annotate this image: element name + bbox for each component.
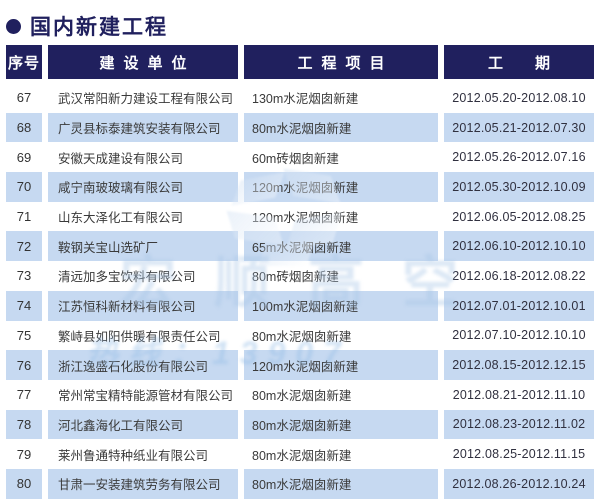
table-row: 71 山东大泽化工有限公司 120m水泥烟囱新建 2012.06.05-2012.08…: [6, 201, 594, 232]
cell-project: 120m水泥烟囱新建: [244, 172, 438, 202]
cell-unit: 莱州鲁通特种纸业有限公司: [48, 439, 238, 469]
table-row: 70 咸宁南玻玻璃有限公司 120m水泥烟囱新建 2012.05.30-2012.10…: [6, 172, 594, 202]
page-header: 国内新建工程: [0, 0, 600, 43]
header-project: 工程项目: [244, 45, 438, 83]
cell-unit: 鞍钢关宝山选矿厂: [48, 231, 238, 262]
projects-table: 序号 建设单位 工程项目 工期 67 武汉常阳新力建设工程有限公司 130m水泥烟囱…: [0, 45, 600, 500]
cell-project: 60m砖烟囱新建: [244, 142, 438, 173]
cell-period: 2012.07.01-2012.10.01: [444, 290, 594, 321]
table-row: 81 镇江新华电集团有限责任公司 2000㎡冷却塔、100m烟囱新建 2012.09.…: [6, 498, 594, 500]
cell-period: 2012.08.21-2012.11.10: [444, 379, 594, 410]
table-row: 68 广灵县标泰建筑安装有限公司 80m水泥烟囱新建 2012.05.21-2012.…: [6, 112, 594, 143]
cell-unit: 江苏恒科新材料有限公司: [48, 290, 238, 321]
cell-project: 130m水泥烟囱新建: [244, 83, 438, 113]
cell-period: 2012.08.23-2012.11.02: [444, 409, 594, 440]
header-no: 序号: [6, 45, 42, 83]
table-row: 78 河北鑫海化工有限公司 80m水泥烟囱新建 2012.08.23-2012.11.…: [6, 409, 594, 440]
table-body: 67 武汉常阳新力建设工程有限公司 130m水泥烟囱新建 2012.05.20-201…: [6, 83, 594, 500]
header-period: 工期: [444, 45, 594, 83]
cell-no: 71: [6, 201, 42, 232]
cell-project: 80m水泥烟囱新建: [244, 409, 438, 440]
table-row: 69 安徽天成建设有限公司 60m砖烟囱新建 2012.05.26-2012.07.1…: [6, 142, 594, 173]
cell-no: 72: [6, 231, 42, 262]
header-unit: 建设单位: [48, 45, 238, 83]
cell-no: 70: [6, 172, 42, 202]
table-row: 80 甘肃一安装建筑劳务有限公司 80m水泥烟囱新建 2012.08.26-2012.…: [6, 468, 594, 499]
cell-unit: 武汉常阳新力建设工程有限公司: [48, 83, 238, 113]
cell-project: 65m水泥烟囱新建: [244, 231, 438, 262]
cell-project: 100m水泥烟囱新建: [244, 290, 438, 321]
cell-no: 79: [6, 439, 42, 469]
table-row: 73 清远加多宝饮料有限公司 80m砖烟囱新建 2012.06.18-2012.08.…: [6, 261, 594, 291]
cell-unit: 河北鑫海化工有限公司: [48, 409, 238, 440]
cell-no: 78: [6, 409, 42, 440]
cell-period: 2012.05.20-2012.08.10: [444, 83, 594, 113]
cell-period: 2012.06.05-2012.08.25: [444, 201, 594, 232]
cell-no: 81: [6, 498, 42, 500]
table-header-row: 序号 建设单位 工程项目 工期: [6, 45, 594, 83]
cell-unit: 咸宁南玻玻璃有限公司: [48, 172, 238, 202]
cell-project: 80m水泥烟囱新建: [244, 439, 438, 469]
cell-unit: 常州常宝精特能源管材有限公司: [48, 379, 238, 410]
cell-period: 2012.06.10-2012.10.10: [444, 231, 594, 262]
cell-no: 67: [6, 83, 42, 113]
cell-project: 80m水泥烟囱新建: [244, 468, 438, 499]
cell-project: 80m水泥烟囱新建: [244, 320, 438, 351]
table-row: 75 繁峙县如阳供暖有限责任公司 80m水泥烟囱新建 2012.07.10-2012.…: [6, 320, 594, 351]
cell-no: 73: [6, 261, 42, 291]
table-row: 67 武汉常阳新力建设工程有限公司 130m水泥烟囱新建 2012.05.20-201…: [6, 83, 594, 113]
cell-project: 80m水泥烟囱新建: [244, 112, 438, 143]
cell-period: 2012.06.18-2012.08.22: [444, 261, 594, 291]
table-row: 77 常州常宝精特能源管材有限公司 80m水泥烟囱新建 2012.08.21-2012…: [6, 379, 594, 410]
cell-unit: 广灵县标泰建筑安装有限公司: [48, 112, 238, 143]
cell-unit: 清远加多宝饮料有限公司: [48, 261, 238, 291]
cell-project: 120m水泥烟囱新建: [244, 350, 438, 380]
cell-project: 80m砖烟囱新建: [244, 261, 438, 291]
cell-project: 80m水泥烟囱新建: [244, 379, 438, 410]
cell-no: 77: [6, 379, 42, 410]
cell-period: 2012.08.26-2012.10.24: [444, 468, 594, 499]
cell-no: 75: [6, 320, 42, 351]
table-row: 74 江苏恒科新材料有限公司 100m水泥烟囱新建 2012.07.01-2012.1…: [6, 290, 594, 321]
cell-unit: 安徽天成建设有限公司: [48, 142, 238, 173]
cell-unit: 浙江逸盛石化股份有限公司: [48, 350, 238, 380]
cell-no: 68: [6, 112, 42, 143]
cell-period: 2012.09.16-2013.03.28: [444, 498, 594, 500]
table-row: 79 莱州鲁通特种纸业有限公司 80m水泥烟囱新建 2012.08.25-2012.1…: [6, 439, 594, 469]
cell-unit: 繁峙县如阳供暖有限责任公司: [48, 320, 238, 351]
cell-period: 2012.08.25-2012.11.15: [444, 439, 594, 469]
cell-unit: 镇江新华电集团有限责任公司: [48, 498, 238, 500]
cell-period: 2012.05.30-2012.10.09: [444, 172, 594, 202]
cell-project: 2000㎡冷却塔、100m烟囱新建: [244, 498, 438, 500]
cell-period: 2012.05.21-2012.07.30: [444, 112, 594, 143]
cell-unit: 甘肃一安装建筑劳务有限公司: [48, 468, 238, 499]
cell-period: 2012.07.10-2012.10.10: [444, 320, 594, 351]
cell-period: 2012.08.15-2012.12.15: [444, 350, 594, 380]
cell-project: 120m水泥烟囱新建: [244, 201, 438, 232]
cell-no: 76: [6, 350, 42, 380]
cell-period: 2012.05.26-2012.07.16: [444, 142, 594, 173]
table-row: 72 鞍钢关宝山选矿厂 65m水泥烟囱新建 2012.06.10-2012.10.10: [6, 231, 594, 262]
cell-no: 69: [6, 142, 42, 173]
cell-unit: 山东大泽化工有限公司: [48, 201, 238, 232]
bullet-icon: [6, 18, 21, 34]
table-row: 76 浙江逸盛石化股份有限公司 120m水泥烟囱新建 2012.08.15-2012.…: [6, 350, 594, 380]
cell-no: 74: [6, 290, 42, 321]
page-title: 国内新建工程: [30, 16, 168, 39]
cell-no: 80: [6, 468, 42, 499]
